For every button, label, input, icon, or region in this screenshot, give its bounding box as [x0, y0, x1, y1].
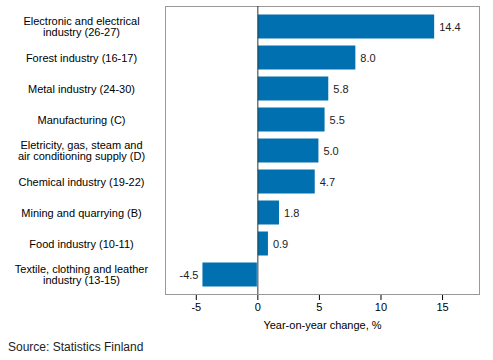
svg-text:5.0: 5.0: [323, 145, 338, 157]
svg-text:Textile, clothing and leatheri: Textile, clothing and leatherindustry (1…: [15, 263, 149, 286]
svg-text:Forest industry (16-17): Forest industry (16-17): [26, 52, 137, 64]
svg-text:5: 5: [316, 301, 322, 313]
svg-text:4.7: 4.7: [320, 176, 335, 188]
svg-text:5.5: 5.5: [330, 114, 345, 126]
svg-text:Mining and quarrying (B): Mining and quarrying (B): [21, 207, 141, 219]
svg-text:0.9: 0.9: [273, 238, 288, 250]
svg-text:10: 10: [375, 301, 387, 313]
svg-text:15: 15: [436, 301, 448, 313]
svg-text:Food industry (10-11): Food industry (10-11): [29, 238, 133, 250]
svg-text:14.4: 14.4: [439, 21, 460, 33]
svg-text:1.8: 1.8: [284, 207, 299, 219]
svg-text:Eletricity, gas, steam andair: Eletricity, gas, steam andair conditioni…: [18, 139, 145, 162]
html-text:Source: Statistics Finland: Source: Statistics Finland: [8, 340, 144, 354]
svg-text:-5: -5: [191, 301, 201, 313]
svg-text:Electronic and electricalindus: Electronic and electricalindustry (26-27…: [23, 15, 139, 38]
svg-text:8.0: 8.0: [360, 52, 375, 64]
svg-text:Metal industry (24-30): Metal industry (24-30): [28, 83, 135, 95]
svg-text:-4.5: -4.5: [179, 269, 198, 281]
svg-text:0: 0: [255, 301, 261, 313]
svg-text:5.8: 5.8: [333, 83, 348, 95]
svg-text:Year-on-year change, %: Year-on-year change, %: [263, 319, 381, 331]
svg-text:Manufacturing (C): Manufacturing (C): [37, 114, 125, 126]
svg-text:Chemical industry (19-22): Chemical industry (19-22): [19, 176, 145, 188]
